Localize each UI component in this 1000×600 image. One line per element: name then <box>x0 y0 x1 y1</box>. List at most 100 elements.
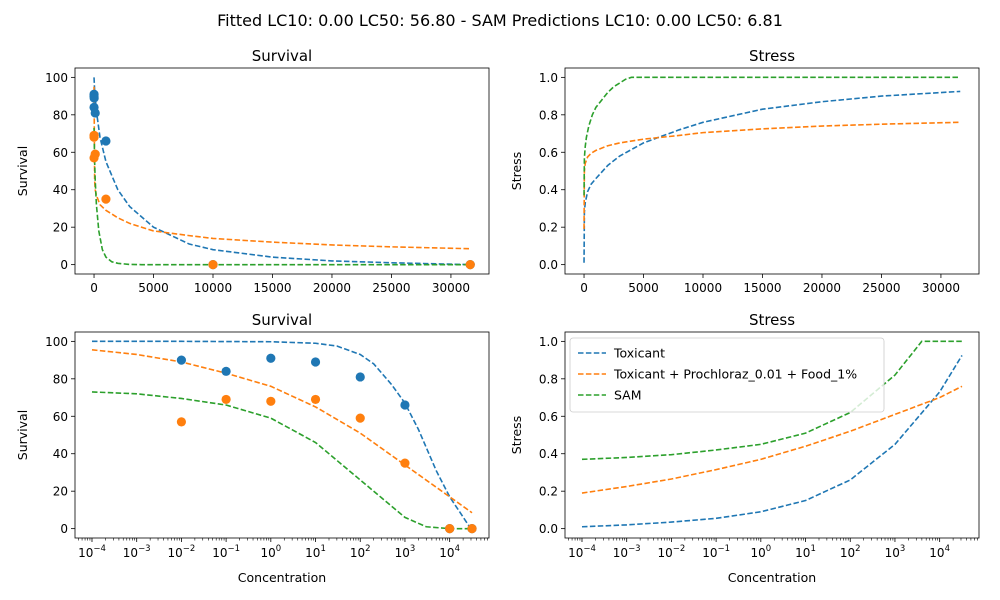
y-tick-label: 100 <box>45 335 68 349</box>
y-axis-label: Stress <box>509 152 524 190</box>
axes-frame <box>74 67 490 275</box>
x-tick-exponent: 0 <box>766 544 771 554</box>
series-line-mixture <box>583 121 961 230</box>
survival-log-panel: SurvivalSurvivalConcentration02040608010… <box>15 311 490 585</box>
y-tick-label: 0.8 <box>539 372 558 386</box>
x-tick-base: 10 <box>395 546 410 560</box>
x-tick-label: 101 <box>795 544 816 560</box>
y-tick-label: 0.6 <box>539 410 558 424</box>
series-line-toxicant <box>91 340 473 531</box>
x-tick-exponent: −3 <box>138 544 151 554</box>
x-tick-exponent: 1 <box>320 544 325 554</box>
series-line-sam <box>91 391 473 530</box>
x-tick-label: 10000 <box>194 281 232 295</box>
x-tick-exponent: 4 <box>455 544 460 554</box>
x-tick-base: 10 <box>657 546 672 560</box>
y-axis-label: Stress <box>509 416 524 454</box>
y-tick-label: 20 <box>53 485 68 499</box>
plot-area <box>93 77 471 266</box>
x-tick-label: 0 <box>90 281 98 295</box>
data-point <box>90 149 100 159</box>
stress-log-panel: Stress Stress Concentration 0.0 0.2 0.4 0.6 0.8… <box>509 311 980 585</box>
x-tick-label: 10−4 <box>568 544 596 560</box>
x-tick-label: 20000 <box>313 281 351 295</box>
legend-box <box>569 337 885 413</box>
y-tick-label: 0.0 <box>539 258 558 272</box>
y-tick-label: 0.2 <box>539 221 558 235</box>
x-tick-exponent: 0 <box>276 544 281 554</box>
series-line-mixture <box>91 348 473 514</box>
x-tick-exponent: 2 <box>855 544 860 554</box>
x-tick-label: 10−4 <box>78 544 106 560</box>
figure-suptitle: Fitted LC10: 0.00 LC50: 56.80 - SAM Pred… <box>217 11 783 30</box>
x-tick-base: 10 <box>750 546 765 560</box>
plot-area <box>581 340 963 528</box>
data-point <box>400 458 410 468</box>
x-tick-base: 10 <box>167 546 182 560</box>
x-tick-label: 20000 <box>803 281 841 295</box>
y-tick-label: 0.4 <box>539 183 558 197</box>
x-tick-base: 10 <box>840 546 855 560</box>
data-point <box>208 260 218 270</box>
y-tick-label: 60 <box>53 410 68 424</box>
data-point <box>89 130 99 141</box>
series-line-toxicant <box>583 90 961 263</box>
x-tick-label: 30000 <box>922 281 960 295</box>
x-tick-label: 10000 <box>684 281 722 295</box>
x-tick-exponent: −2 <box>183 544 196 554</box>
panel-title: Stress <box>749 311 795 329</box>
x-tick-label: 101 <box>305 544 326 560</box>
data-point <box>310 394 321 405</box>
series-line-sam <box>93 127 471 266</box>
y-tick-label: 0.4 <box>539 447 558 461</box>
data-point <box>467 524 477 534</box>
x-tick-label: 102 <box>840 544 861 560</box>
survival-linear-panel: Survival Survival 0 20 40 60 80 100 0 5000 10000 15… <box>15 47 490 295</box>
x-tick-exponent: 3 <box>900 544 905 554</box>
x-tick-base: 10 <box>702 546 717 560</box>
x-tick-label: 25000 <box>372 281 410 295</box>
y-tick-label: 60 <box>53 146 68 160</box>
y-axis-label: Survival <box>15 410 30 460</box>
data-point <box>445 524 455 534</box>
x-tick-exponent: −1 <box>227 544 240 554</box>
legend-label: SAM <box>614 388 642 403</box>
x-tick-exponent: 4 <box>945 544 950 554</box>
y-tick-label: 1.0 <box>539 335 558 349</box>
x-tick-exponent: 1 <box>810 544 815 554</box>
x-tick-label: 103 <box>885 544 906 560</box>
x-tick-label: 30000 <box>432 281 470 295</box>
x-tick-base: 10 <box>929 546 944 560</box>
data-point <box>355 372 365 382</box>
y-tick-label: 80 <box>53 372 68 386</box>
x-axis-label: Concentration <box>238 570 326 585</box>
x-tick-base: 10 <box>123 546 138 560</box>
data-point <box>176 355 187 365</box>
x-tick-label: 10−2 <box>657 544 685 560</box>
x-tick-base: 10 <box>260 546 275 560</box>
x-tick-base: 10 <box>212 546 227 560</box>
y-tick-label: 100 <box>45 71 68 85</box>
plot-area <box>91 340 473 531</box>
y-tick-label: 0 <box>60 258 68 272</box>
y-tick-label: 0.0 <box>539 522 558 536</box>
x-tick-label: 104 <box>439 544 460 560</box>
x-tick-exponent: 3 <box>410 544 415 554</box>
data-point <box>101 136 111 146</box>
x-tick-exponent: −1 <box>717 544 730 554</box>
data-point <box>266 353 276 363</box>
panel-title: Survival <box>252 311 312 329</box>
x-tick-label: 5000 <box>628 281 659 295</box>
x-tick-label: 25000 <box>862 281 900 295</box>
x-tick-exponent: −3 <box>628 544 641 554</box>
x-tick-label: 0 <box>580 281 588 295</box>
panel-title: Survival <box>252 47 312 65</box>
x-tick-label: 10−2 <box>167 544 195 560</box>
legend-label: Toxicant + Prochloraz_0.01 + Food_1% <box>613 367 857 382</box>
data-point <box>400 400 410 410</box>
x-tick-base: 10 <box>350 546 365 560</box>
x-tick-label: 10−3 <box>613 544 641 560</box>
y-axis-label: Survival <box>15 146 30 196</box>
x-tick-label: 10−1 <box>212 544 240 560</box>
